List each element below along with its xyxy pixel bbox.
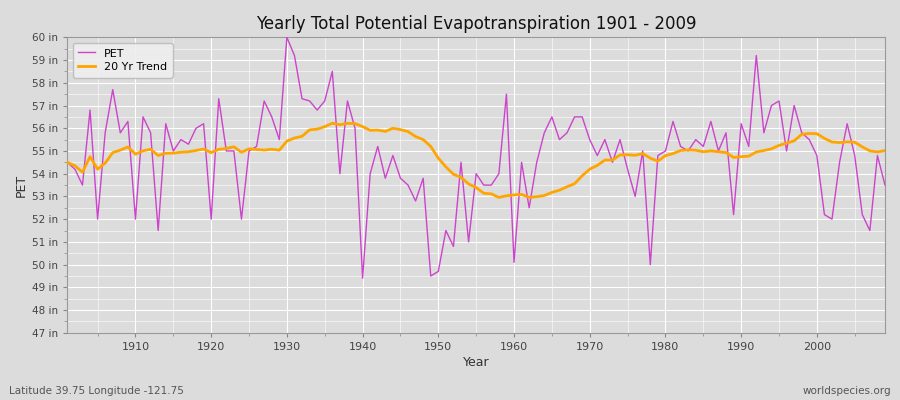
20 Yr Trend <box>342 121 353 126</box>
20 Yr Trend <box>524 195 535 200</box>
Y-axis label: PET: PET <box>15 174 28 197</box>
20 Yr Trend <box>493 195 504 200</box>
PET <box>524 205 535 210</box>
PET <box>297 96 308 101</box>
PET <box>122 119 133 124</box>
20 Yr Trend <box>62 160 73 165</box>
Title: Yearly Total Potential Evapotranspiration 1901 - 2009: Yearly Total Potential Evapotranspiratio… <box>256 15 697 33</box>
PET <box>62 160 73 165</box>
PET <box>879 183 890 188</box>
20 Yr Trend <box>289 136 300 140</box>
20 Yr Trend <box>879 148 890 153</box>
PET <box>342 98 353 103</box>
Text: worldspecies.org: worldspecies.org <box>803 386 891 396</box>
Legend: PET, 20 Yr Trend: PET, 20 Yr Trend <box>73 43 173 78</box>
PET <box>615 137 626 142</box>
X-axis label: Year: Year <box>463 356 490 369</box>
PET <box>282 35 292 40</box>
Text: Latitude 39.75 Longitude -121.75: Latitude 39.75 Longitude -121.75 <box>9 386 184 396</box>
Line: 20 Yr Trend: 20 Yr Trend <box>68 123 885 198</box>
20 Yr Trend <box>615 152 626 157</box>
20 Yr Trend <box>327 121 338 126</box>
Line: PET: PET <box>68 37 885 278</box>
PET <box>517 160 527 165</box>
20 Yr Trend <box>122 144 133 149</box>
PET <box>357 276 368 281</box>
20 Yr Trend <box>517 192 527 197</box>
